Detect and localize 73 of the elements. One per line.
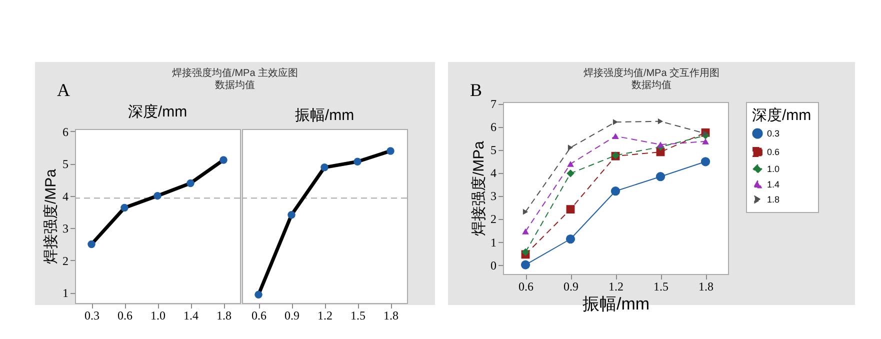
x-tick-label: 0.6 <box>518 280 534 294</box>
y-tick-label: 4 <box>490 166 496 180</box>
y-tick-label: 0 <box>490 258 496 272</box>
x-tick-label: 0.6 <box>252 308 266 322</box>
y-tick-label: 3 <box>62 222 68 236</box>
point <box>386 147 394 155</box>
point <box>702 138 709 144</box>
y-axis-title: 焊接强度/MPa <box>42 168 60 264</box>
x-tick-label: 0.6 <box>118 308 132 322</box>
y-tick-label: 6 <box>62 124 68 139</box>
legend-title: 深度/mm <box>752 107 812 124</box>
point <box>320 164 328 172</box>
point <box>522 248 530 256</box>
y-tick-label: 2 <box>62 254 68 268</box>
x-axis-title: 振幅/mm <box>582 294 650 314</box>
point <box>522 208 528 215</box>
point <box>288 211 296 219</box>
point <box>566 234 576 244</box>
legend-label: 1.4 <box>767 180 780 190</box>
point <box>566 205 575 214</box>
x-tick-label: 1.2 <box>318 308 332 322</box>
x-tick-label: 1.8 <box>384 308 398 322</box>
point <box>702 130 708 137</box>
point <box>657 142 664 148</box>
point <box>88 240 96 248</box>
legend-label: 1.0 <box>767 164 780 174</box>
legend-label: 0.6 <box>767 147 780 157</box>
point <box>354 158 362 166</box>
y-tick-label: 5 <box>490 143 496 158</box>
point <box>568 144 574 151</box>
chart-subtitle: 数据均值 <box>215 80 255 91</box>
legend-label: 1.8 <box>767 194 780 204</box>
x-axis-title: 振幅/mm <box>294 107 354 124</box>
x-tick-label: 0.9 <box>284 308 300 322</box>
y-tick-label: 1 <box>62 286 68 300</box>
y-tick-label: 3 <box>490 189 496 204</box>
legend-label: 0.3 <box>767 128 780 138</box>
point <box>120 204 128 212</box>
y-axis-title: 焊接强度/MPa <box>470 140 488 236</box>
point <box>220 156 228 164</box>
y-tick-label: 7 <box>490 97 496 112</box>
y-tick-label: 5 <box>62 157 68 172</box>
point <box>254 290 262 298</box>
chart-title: 焊接强度均值/MPa 主效应图 <box>170 68 300 80</box>
point <box>520 260 530 270</box>
chart-title: 焊接强度均值/MPa 交互作用图 <box>582 68 721 80</box>
x-tick-label: 1.2 <box>608 280 624 294</box>
point <box>566 170 574 178</box>
x-tick-label: 1.8 <box>216 308 232 322</box>
x-axis-title: 深度/mm <box>128 103 188 120</box>
x-tick-label: 1.5 <box>654 280 668 294</box>
point <box>612 133 619 140</box>
point <box>522 228 529 234</box>
y-tick-label: 1 <box>490 235 496 250</box>
point <box>186 179 194 188</box>
point <box>700 157 710 166</box>
x-tick-label: 0.9 <box>564 280 578 294</box>
point <box>567 160 574 167</box>
y-tick-label: 4 <box>62 189 68 204</box>
x-tick-label: 1.5 <box>350 308 366 322</box>
point <box>610 186 620 196</box>
x-tick-label: 0.3 <box>84 308 100 322</box>
x-tick-label: 1.0 <box>150 308 166 322</box>
text: B <box>470 80 482 101</box>
y-tick-label: 2 <box>490 212 496 226</box>
x-tick-label: 1.4 <box>184 308 198 322</box>
point <box>154 192 162 200</box>
x-tick-label: 1.8 <box>698 280 714 294</box>
point <box>658 118 664 124</box>
text: A <box>57 80 70 101</box>
point <box>656 172 666 182</box>
y-tick-label: 6 <box>490 120 496 134</box>
chart-subtitle: 数据均值 <box>632 80 672 91</box>
